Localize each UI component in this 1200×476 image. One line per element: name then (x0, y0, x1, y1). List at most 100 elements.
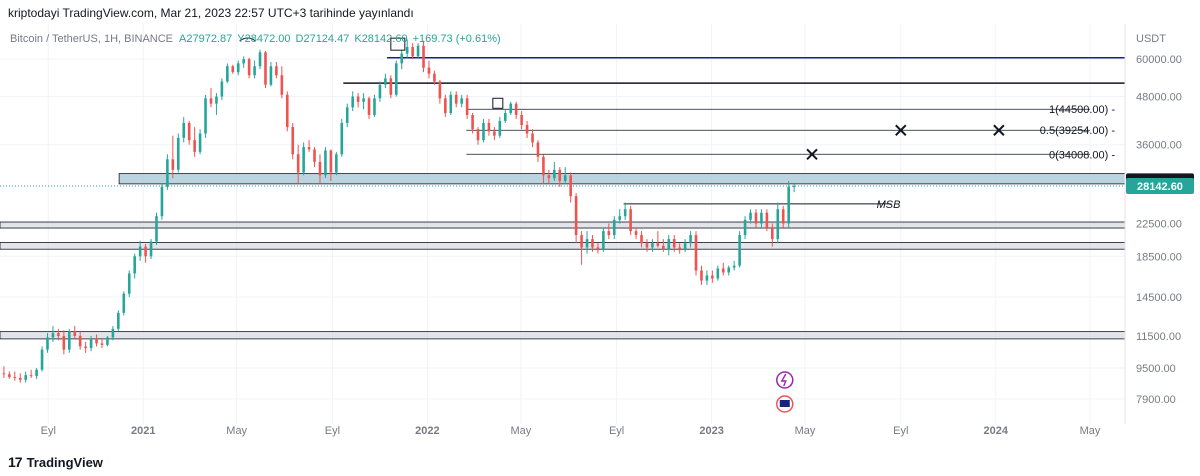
candle (776, 202, 780, 244)
candle (602, 227, 605, 252)
candle-body (220, 81, 224, 97)
candle (231, 64, 235, 74)
candle (95, 334, 98, 347)
candle-body (711, 275, 714, 279)
candle (787, 180, 790, 228)
candle-body (765, 212, 769, 228)
candle (727, 265, 731, 276)
ohlc-o-label: A (179, 33, 187, 45)
candle-body (106, 337, 109, 345)
candle (367, 96, 371, 119)
candle-body (313, 149, 316, 162)
candle (193, 127, 196, 157)
candle-body (503, 113, 507, 121)
candle-body (269, 66, 273, 85)
candle (356, 93, 360, 108)
candle (623, 202, 627, 220)
candle-body (242, 59, 245, 64)
candle (427, 60, 431, 79)
candle-body (449, 94, 453, 114)
candle-body (302, 147, 305, 173)
candle-body (264, 52, 267, 85)
candle (738, 231, 741, 268)
ohlc-l-value: 27124.47 (303, 33, 349, 45)
candle (520, 111, 523, 130)
candle-body (553, 169, 556, 179)
candle (258, 49, 262, 70)
msb-label: MSB (877, 199, 901, 211)
candle (100, 338, 104, 349)
candle-body (187, 122, 191, 141)
candle-body (138, 246, 142, 257)
arc-arrow-icon (239, 37, 256, 42)
candle (667, 235, 671, 256)
candle-body (662, 245, 665, 250)
candle (651, 239, 654, 252)
candle (536, 140, 540, 162)
candle-body (580, 235, 583, 248)
brand-name: TradingView (26, 454, 103, 470)
candle (689, 231, 692, 248)
candle (35, 367, 38, 379)
candle (155, 212, 158, 245)
candle (640, 231, 643, 248)
candle-body (760, 212, 763, 224)
candle (226, 63, 229, 84)
candle-body (656, 243, 660, 246)
candle (476, 127, 480, 145)
price-chart[interactable]: 1(44500.00) - 0.5(39254.00) - 0(34008.00) … (0, 24, 1200, 444)
symbol-label: Bitcoin / TetherUS, 1H, BINANCE (10, 33, 173, 45)
legend-bar: Bitcoin / TetherUS, 1H, BINANCE A27972.87… (10, 33, 501, 45)
footer-brand[interactable]: 17 TradingView (8, 452, 103, 472)
candle-body (46, 337, 49, 350)
candle (760, 209, 763, 228)
candle-body (732, 265, 736, 268)
candle-body (8, 374, 11, 378)
candle (596, 243, 600, 254)
candle-body (133, 256, 136, 274)
candle (18, 373, 22, 383)
candle-body (482, 122, 485, 141)
candle-body (596, 247, 600, 251)
candle-body (2, 373, 6, 375)
publish-info: kriptodayi TradingView.com, Mar 21, 2023… (8, 6, 414, 20)
candle-body (122, 293, 126, 313)
candle (8, 371, 11, 379)
candle-body (329, 150, 333, 173)
candle-body (607, 231, 611, 236)
price-badge-label: 28142.60 (1137, 181, 1183, 193)
candle-body (176, 137, 180, 170)
candle (645, 239, 649, 252)
x-mark-icon (895, 124, 907, 136)
candle (498, 116, 502, 138)
candle (127, 270, 131, 298)
y-tick-label: 9500.00 (1136, 363, 1176, 375)
candle-body (471, 114, 474, 130)
candle-body (198, 133, 202, 152)
candle (378, 81, 382, 102)
candle (525, 120, 529, 138)
candle (296, 144, 300, 184)
candle-body (454, 94, 458, 104)
candle-body (623, 209, 627, 217)
candle-body (520, 114, 523, 126)
candle (700, 265, 703, 285)
candle (394, 60, 398, 97)
candle-body (634, 231, 638, 236)
candle-body (438, 81, 442, 99)
candle-body (721, 268, 725, 273)
candle (482, 118, 485, 143)
candle-body (394, 63, 398, 95)
candle (57, 328, 60, 341)
candle-body (171, 159, 175, 170)
candle-body (427, 67, 431, 74)
candle (678, 243, 681, 254)
candle-body (416, 45, 420, 57)
candle-body (498, 120, 502, 136)
candle-body (792, 185, 796, 188)
candle-body (89, 338, 93, 349)
candle-body (749, 212, 752, 220)
candle (117, 310, 120, 332)
candle-body (771, 227, 774, 240)
candle (166, 154, 169, 190)
